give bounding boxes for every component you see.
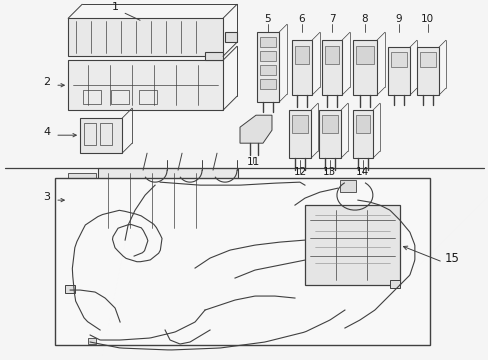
Bar <box>291 115 307 133</box>
Bar <box>139 90 157 104</box>
Bar <box>387 47 409 95</box>
Bar <box>321 115 337 133</box>
Bar <box>294 46 308 64</box>
Bar <box>68 217 96 233</box>
Bar <box>352 40 376 95</box>
Bar <box>352 110 372 158</box>
Bar <box>103 237 123 251</box>
Bar <box>163 237 183 251</box>
Bar <box>84 123 96 145</box>
Text: 15: 15 <box>444 252 459 265</box>
Bar <box>288 110 310 158</box>
Text: 6: 6 <box>298 14 305 24</box>
Bar <box>204 52 223 60</box>
Bar <box>339 180 355 192</box>
Text: 8: 8 <box>361 14 367 24</box>
Polygon shape <box>240 115 271 143</box>
Text: 9: 9 <box>395 14 401 24</box>
Bar <box>260 51 275 61</box>
Bar <box>111 90 129 104</box>
Text: 7: 7 <box>328 14 335 24</box>
Text: 10: 10 <box>421 14 433 24</box>
Text: 3: 3 <box>43 192 50 202</box>
Bar <box>224 32 237 42</box>
Bar <box>419 52 435 67</box>
Text: 14: 14 <box>356 167 369 177</box>
Text: 5: 5 <box>264 14 271 24</box>
Bar <box>416 47 438 95</box>
Text: 4: 4 <box>43 127 50 137</box>
Bar <box>324 46 338 64</box>
Bar <box>260 37 275 47</box>
Bar <box>68 195 96 211</box>
Bar <box>83 90 101 104</box>
Bar <box>355 46 373 64</box>
Text: 1: 1 <box>111 2 119 12</box>
Text: 11: 11 <box>246 157 259 167</box>
Bar <box>65 285 75 293</box>
Bar <box>305 205 399 285</box>
Bar <box>133 237 153 251</box>
Bar <box>390 52 406 67</box>
Bar <box>389 280 399 288</box>
Bar <box>257 32 278 102</box>
Bar <box>291 40 311 95</box>
Bar <box>318 110 340 158</box>
Bar <box>193 237 213 251</box>
Text: 2: 2 <box>43 77 50 87</box>
Text: 13: 13 <box>323 167 336 177</box>
Bar <box>260 65 275 75</box>
Bar <box>68 60 223 110</box>
Bar <box>55 178 429 345</box>
Bar <box>88 338 96 344</box>
Bar <box>98 168 238 238</box>
Text: 12: 12 <box>293 167 306 177</box>
Bar <box>100 123 112 145</box>
Bar <box>68 18 223 56</box>
Bar <box>260 79 275 89</box>
Bar <box>321 40 341 95</box>
Bar <box>355 115 369 133</box>
Bar <box>80 118 122 153</box>
Bar <box>68 173 96 189</box>
